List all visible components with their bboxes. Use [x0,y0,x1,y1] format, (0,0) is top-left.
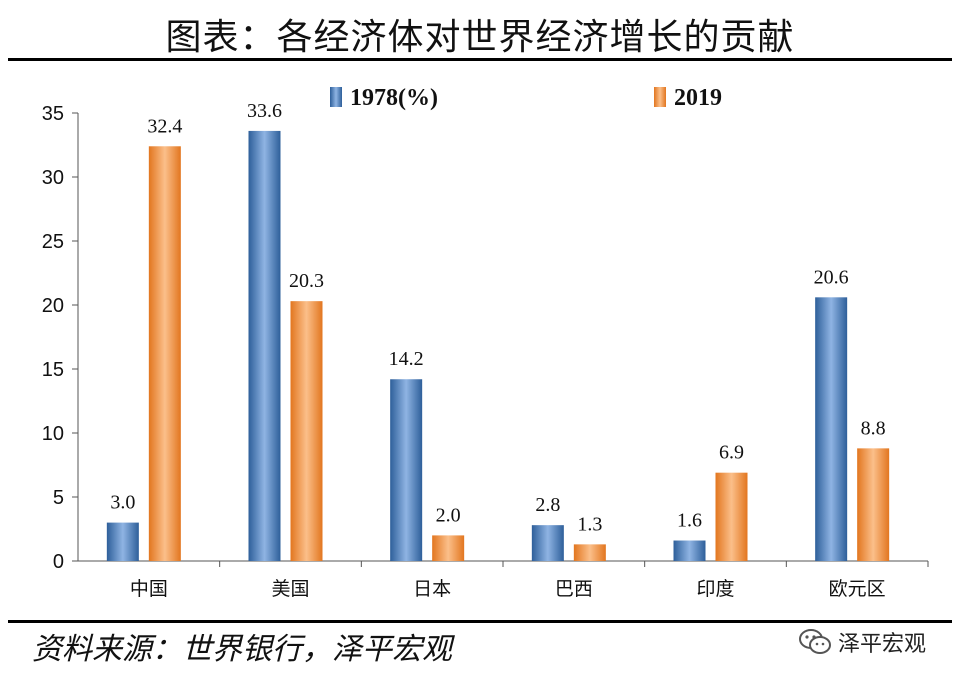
y-tick-label: 10 [42,423,64,445]
data-label: 2.0 [436,504,461,526]
bar-2019 [857,448,890,561]
footer-rule [8,620,952,623]
title-rule [8,58,952,61]
x-tick-label: 中国 [130,578,168,600]
y-tick-label: 25 [42,231,64,253]
bar-1978 [248,130,281,562]
x-tick-label: 美国 [271,578,309,600]
y-tick-label: 5 [53,487,64,509]
source-note: 资料来源：世界银行，泽平宏观 [32,632,452,667]
y-tick-label: 20 [42,295,64,317]
legend-swatch [654,87,666,107]
x-tick-label: 印度 [696,578,734,600]
data-label: 14.2 [389,348,424,370]
wechat-icon [798,629,831,654]
chart-title: 图表：各经济体对世界经济增长的贡献 [165,17,795,58]
watermark: 泽平宏观 [798,626,926,658]
x-tick-label: 巴西 [555,578,593,600]
y-tick-label: 35 [42,103,64,125]
data-label: 3.0 [110,492,135,514]
data-label: 6.9 [719,442,744,464]
data-label: 20.6 [814,266,849,288]
data-label: 20.3 [289,270,324,292]
legend-label: 1978(%) [350,85,438,111]
bar-1978 [531,525,564,561]
legend-label: 2019 [674,85,722,111]
x-tick-label: 日本 [413,578,451,600]
bar-2019 [573,544,606,561]
data-label: 8.8 [861,417,886,439]
bar-1978 [106,522,139,561]
data-label: 2.8 [535,494,560,516]
watermark-text: 泽平宏观 [837,632,926,657]
bar-1978 [815,297,848,561]
data-label: 1.3 [577,513,602,535]
bar-2019 [290,301,323,561]
bar-2019 [148,146,181,561]
bar-1978 [390,379,423,561]
y-tick-label: 30 [42,167,64,189]
legend-swatch [330,87,342,107]
bar-1978 [673,540,706,561]
y-tick-label: 0 [53,551,64,573]
data-label: 32.4 [147,115,182,137]
bar-2019 [432,535,465,561]
bar-2019 [715,472,748,561]
y-tick-label: 15 [42,359,64,381]
data-label: 1.6 [677,510,702,532]
data-label: 33.6 [247,100,282,122]
x-tick-label: 欧元区 [829,578,886,600]
